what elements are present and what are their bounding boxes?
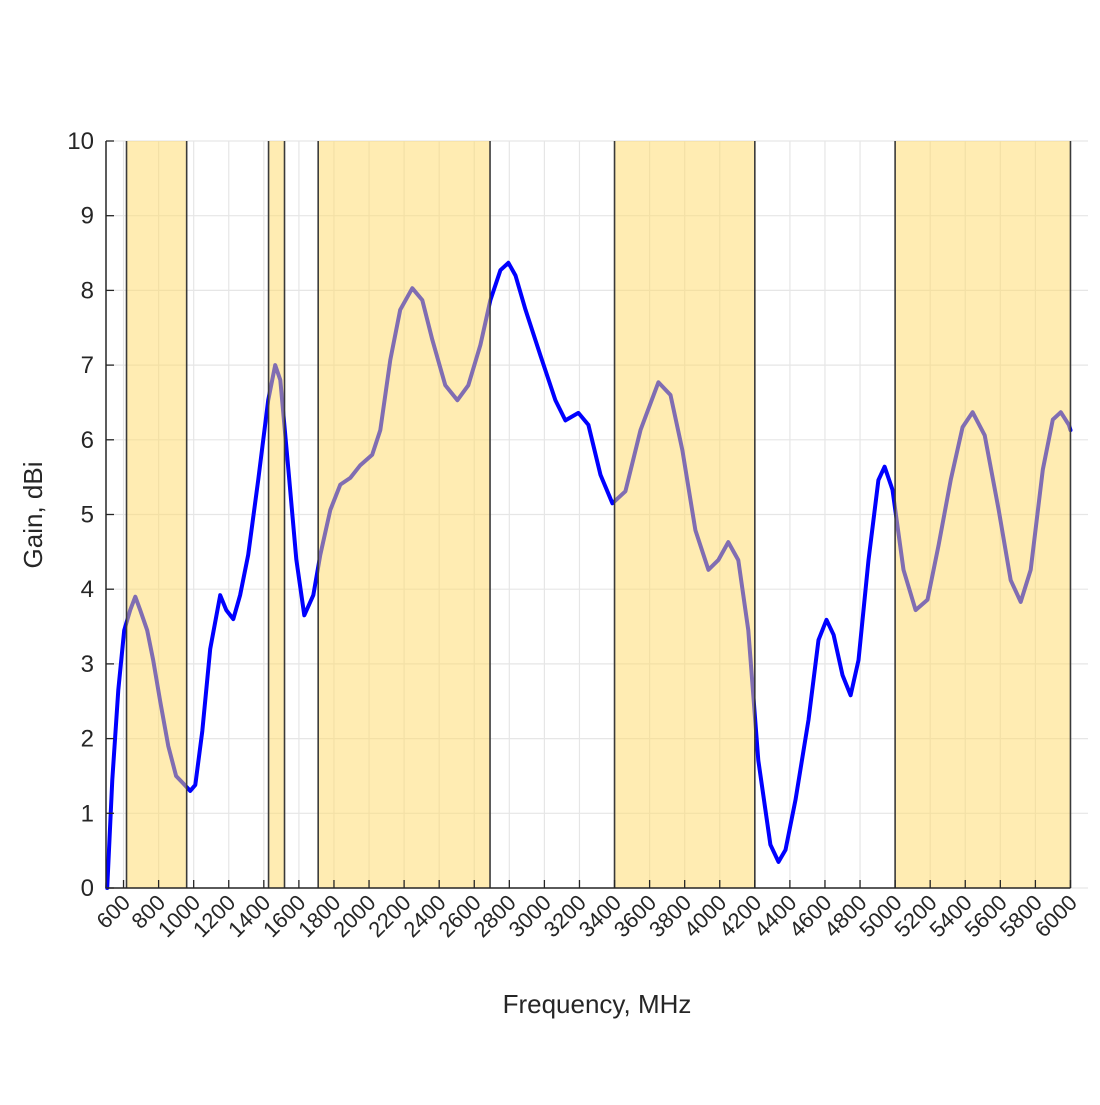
axes: [105, 140, 1072, 889]
highlight-bands: [125, 141, 1072, 888]
y-tick-label: 1: [81, 800, 94, 827]
y-tick-label: 10: [67, 128, 94, 155]
x-tick-label: 600: [91, 890, 135, 934]
y-tick-label: 9: [81, 203, 94, 230]
y-tick-label: 3: [81, 651, 94, 678]
y-tick-label: 2: [81, 726, 94, 753]
x-tick-label: 6000: [1030, 890, 1082, 942]
y-tick-label: 0: [81, 875, 94, 902]
highlight-band: [895, 141, 1071, 888]
x-axis-label: Frequency, MHz: [503, 989, 692, 1019]
y-tick-label: 5: [81, 502, 94, 529]
highlight-band: [126, 141, 187, 888]
highlight-band: [268, 141, 285, 888]
y-axis-label: Gain, dBi: [18, 462, 48, 569]
highlight-band: [614, 141, 755, 888]
x-tick-labels: 6008001000120014001600180020002200240026…: [91, 890, 1082, 942]
highlight-band: [318, 141, 491, 888]
y-tick-label: 4: [81, 576, 94, 603]
y-tick-label: 7: [81, 352, 94, 379]
y-tick-label: 8: [81, 277, 94, 304]
y-tick-label: 6: [81, 427, 94, 454]
y-tick-labels: 0 1 2 3 4 5 6 7 8 9 10: [67, 128, 94, 902]
